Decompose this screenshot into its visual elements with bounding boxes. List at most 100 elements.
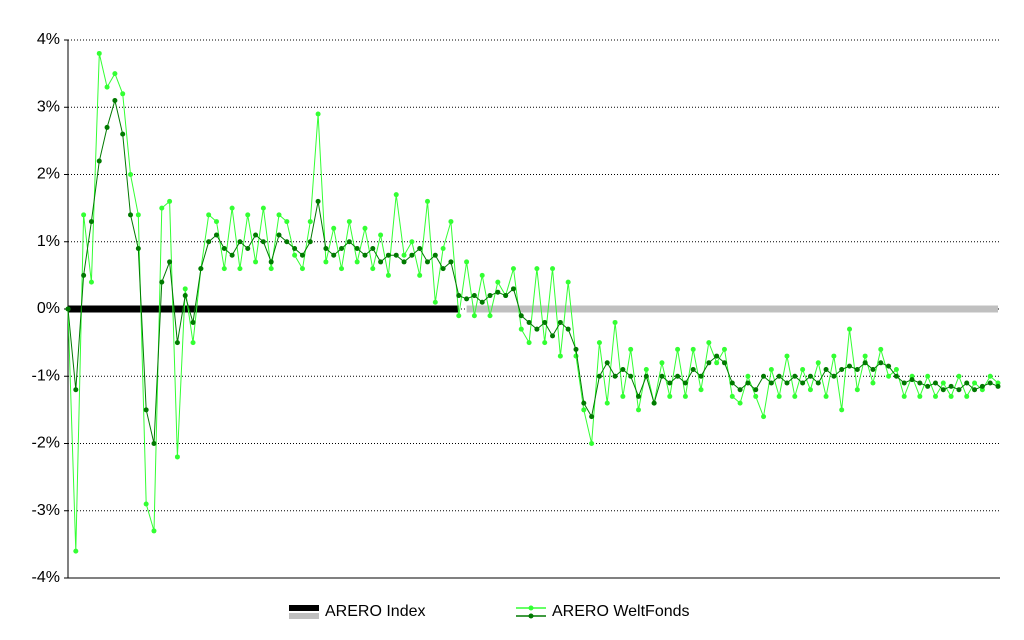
- point: [737, 387, 743, 393]
- point: [917, 393, 923, 399]
- point: [299, 252, 305, 258]
- point: [190, 319, 196, 325]
- point: [128, 212, 134, 218]
- point: [81, 272, 87, 278]
- point: [260, 205, 266, 211]
- point: [276, 212, 282, 218]
- point: [471, 313, 477, 319]
- point: [745, 373, 751, 379]
- point: [284, 239, 290, 245]
- point: [925, 383, 931, 389]
- point: [831, 353, 837, 359]
- point: [159, 279, 165, 285]
- point: [815, 360, 821, 366]
- point: [768, 367, 774, 373]
- point: [276, 232, 282, 238]
- point: [331, 225, 337, 231]
- point: [385, 272, 391, 278]
- point: [518, 326, 524, 332]
- point: [932, 393, 938, 399]
- point: [972, 387, 978, 393]
- point: [550, 266, 556, 272]
- point: [229, 205, 235, 211]
- point: [206, 212, 212, 218]
- point: [745, 380, 751, 386]
- point: [120, 91, 126, 97]
- point: [221, 266, 227, 272]
- point: [88, 219, 94, 225]
- point: [753, 387, 759, 393]
- point: [112, 71, 118, 77]
- point: [510, 266, 516, 272]
- point: [104, 84, 110, 90]
- point: [495, 289, 501, 295]
- point: [792, 393, 798, 399]
- point: [839, 407, 845, 413]
- point: [143, 501, 149, 507]
- point: [268, 259, 274, 265]
- point: [901, 380, 907, 386]
- point: [620, 393, 626, 399]
- point: [456, 293, 462, 299]
- point: [409, 239, 415, 245]
- point: [464, 296, 470, 302]
- point: [487, 293, 493, 299]
- y-tick-label: -4%: [32, 569, 60, 586]
- point: [565, 279, 571, 285]
- y-tick-label: -3%: [32, 502, 60, 519]
- point: [182, 293, 188, 299]
- point: [659, 373, 665, 379]
- point: [424, 259, 430, 265]
- point: [776, 393, 782, 399]
- point: [761, 373, 767, 379]
- point: [972, 380, 978, 386]
- point: [831, 373, 837, 379]
- legend-label: ARERO Index: [325, 603, 425, 620]
- point: [424, 198, 430, 204]
- point: [206, 239, 212, 245]
- point: [995, 383, 1001, 389]
- y-tick-label: 4%: [37, 31, 60, 48]
- point: [847, 326, 853, 332]
- point: [401, 252, 407, 258]
- point: [479, 299, 485, 305]
- point: [714, 360, 720, 366]
- point: [870, 380, 876, 386]
- point: [245, 245, 251, 251]
- point: [65, 306, 71, 312]
- point: [542, 340, 548, 346]
- point: [573, 353, 579, 359]
- point: [604, 400, 610, 406]
- point: [807, 373, 813, 379]
- point: [768, 380, 774, 386]
- point: [339, 245, 345, 251]
- point: [706, 360, 712, 366]
- point: [448, 219, 454, 225]
- point: [581, 400, 587, 406]
- point: [886, 373, 892, 379]
- point: [393, 252, 399, 258]
- point: [417, 272, 423, 278]
- point: [518, 313, 524, 319]
- point: [917, 380, 923, 386]
- point: [761, 414, 767, 420]
- point: [792, 373, 798, 379]
- series-line: [67, 53, 999, 552]
- point: [401, 259, 407, 265]
- y-tick-label: 3%: [37, 98, 60, 115]
- point: [393, 192, 399, 198]
- y-tick-label: 0%: [37, 300, 60, 317]
- point: [643, 373, 649, 379]
- point: [940, 380, 946, 386]
- point: [581, 407, 587, 413]
- point: [612, 319, 618, 325]
- point: [237, 239, 243, 245]
- legend-label: ARERO WeltFonds: [552, 603, 690, 620]
- point: [807, 387, 813, 393]
- point: [432, 252, 438, 258]
- point: [987, 380, 993, 386]
- point: [503, 293, 509, 299]
- point: [213, 219, 219, 225]
- point: [96, 158, 102, 164]
